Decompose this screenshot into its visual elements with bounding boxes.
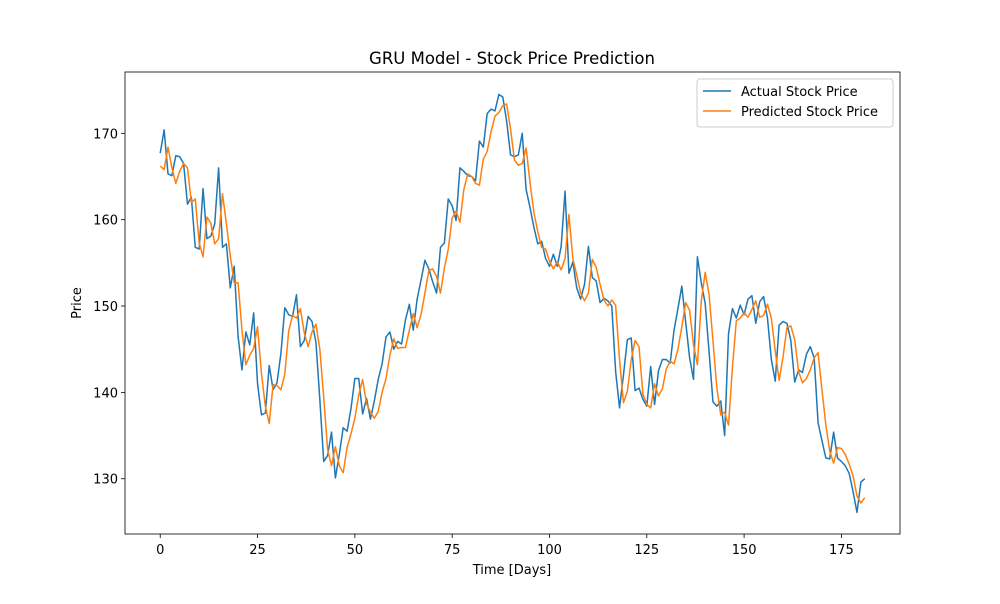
y-axis-label: Price xyxy=(70,287,85,319)
x-tick-label: 125 xyxy=(634,543,659,558)
x-tick-label: 75 xyxy=(444,543,461,558)
y-tick-label: 160 xyxy=(93,214,118,229)
x-tick-label: 25 xyxy=(249,543,266,558)
legend-box xyxy=(696,78,894,128)
x-tick-label: 100 xyxy=(537,543,562,558)
y-tick-label: 130 xyxy=(93,473,118,488)
legend-label: Actual Stock Price xyxy=(741,85,858,100)
series-line xyxy=(159,103,866,504)
y-tick-label: 140 xyxy=(93,386,118,401)
series-line xyxy=(159,93,866,514)
x-tick-label: 0 xyxy=(156,543,164,558)
x-tick-label: 50 xyxy=(347,543,364,558)
legend: Actual Stock Price Predicted Stock Price xyxy=(696,78,894,128)
y-tick-label: 170 xyxy=(93,127,118,142)
x-tick-label: 150 xyxy=(732,543,757,558)
y-tick-label: 150 xyxy=(93,300,118,315)
chart-title: GRU Model - Stock Price Prediction xyxy=(369,49,655,68)
x-tick-label: 175 xyxy=(829,543,854,558)
legend-label: Predicted Stock Price xyxy=(741,105,878,120)
axes-frame xyxy=(124,71,901,535)
x-axis-label: Time [Days] xyxy=(472,563,552,578)
